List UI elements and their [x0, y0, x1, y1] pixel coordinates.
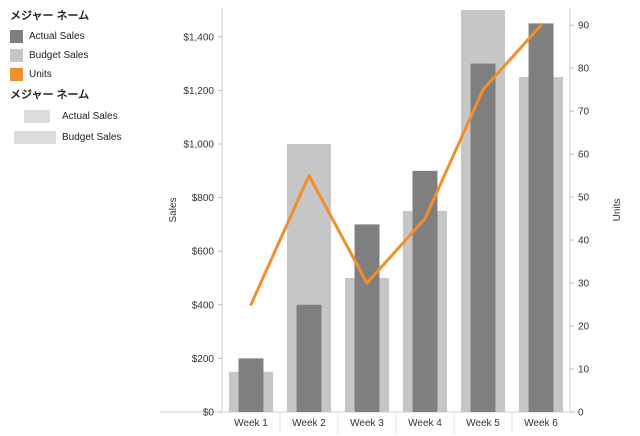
y2-tick-label: 30: [578, 279, 590, 290]
y2-tick-label: 20: [578, 322, 590, 333]
legend-swatch-actual-sales: [24, 110, 50, 123]
legend-label: Budget Sales: [62, 132, 122, 143]
legend-label: Units: [29, 69, 52, 80]
y2-tick-label: 90: [578, 21, 590, 32]
bar-actual-sales: [354, 224, 380, 412]
legend-item-budget-sales[interactable]: Budget Sales: [10, 46, 160, 65]
legend-label: Actual Sales: [29, 31, 85, 42]
y2-tick-label: 60: [578, 150, 590, 161]
x-tick-label: Week 4: [408, 418, 442, 429]
legend-swatch-units: [10, 68, 23, 81]
legend-item-budget-sales[interactable]: Budget Sales: [10, 127, 160, 148]
bar-actual-sales: [238, 358, 264, 412]
y2-axis-title: Units: [612, 199, 623, 222]
legend-swatch-budget-sales: [14, 131, 56, 144]
y2-tick-label: 70: [578, 107, 590, 118]
y2-tick-label: 0: [578, 408, 584, 419]
x-tick-label: Week 5: [466, 418, 500, 429]
legend-item-units[interactable]: Units: [10, 65, 160, 84]
y-tick-label: $1,000: [183, 140, 214, 151]
legend-item-actual-sales[interactable]: Actual Sales: [10, 106, 160, 127]
legend-label: Actual Sales: [62, 111, 118, 122]
bar-actual-sales: [412, 170, 438, 412]
legend-primary: メジャー ネーム Actual Sales Budget Sales Units: [10, 7, 160, 84]
y2-tick-label: 40: [578, 236, 590, 247]
y-tick-label: $400: [192, 300, 215, 311]
y-tick-label: $0: [203, 408, 215, 419]
y-tick-label: $1,200: [183, 86, 214, 97]
bar-actual-sales: [528, 23, 554, 412]
x-tick-label: Week 3: [350, 418, 384, 429]
x-tick-label: Week 1: [234, 418, 268, 429]
legend-title: メジャー ネーム: [10, 89, 90, 101]
point-units: [249, 303, 253, 307]
bar-actual-sales: [470, 63, 496, 412]
y-tick-label: $1,400: [183, 32, 214, 43]
legend-swatch-budget-sales: [10, 49, 23, 62]
point-units: [539, 23, 543, 27]
line-units: [249, 24, 543, 306]
legend-label: Budget Sales: [29, 50, 89, 61]
y-tick-label: $200: [192, 354, 215, 365]
y-axis-title: Sales: [168, 197, 179, 222]
y2-tick-label: 10: [578, 365, 590, 376]
legend-item-actual-sales[interactable]: Actual Sales: [10, 27, 160, 46]
x-tick-label: Week 6: [524, 418, 558, 429]
point-units: [307, 174, 311, 178]
point-units: [481, 88, 485, 92]
legend-swatch-actual-sales: [10, 30, 23, 43]
y2-tick-label: 80: [578, 64, 590, 75]
legend-title: メジャー ネーム: [10, 10, 90, 22]
bar-actual-sales: [296, 304, 322, 412]
y-tick-label: $800: [192, 193, 215, 204]
point-units: [423, 217, 427, 221]
y2-tick-label: 50: [578, 193, 590, 204]
point-units: [365, 281, 369, 285]
x-tick-label: Week 2: [292, 418, 326, 429]
legend-secondary: メジャー ネーム Actual Sales Budget Sales: [10, 86, 160, 148]
y-tick-label: $600: [192, 247, 215, 258]
